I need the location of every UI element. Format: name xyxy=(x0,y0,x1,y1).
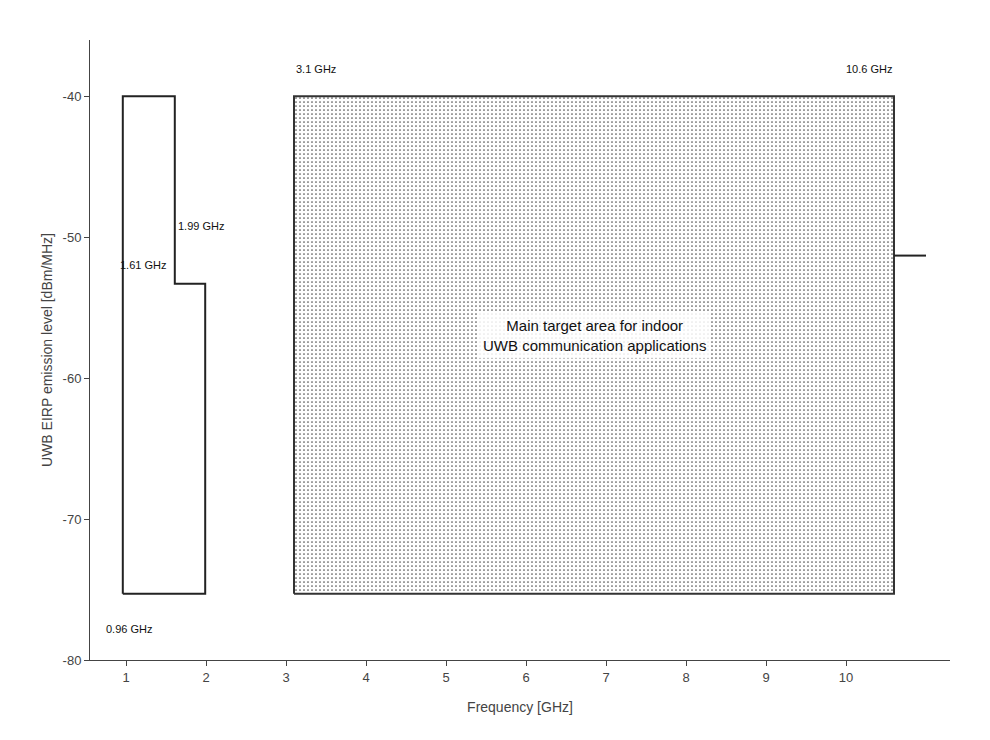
svg-text:UWB EIRP emission level [dBm/M: UWB EIRP emission level [dBm/MHz] xyxy=(39,233,55,467)
svg-text:1: 1 xyxy=(122,670,129,685)
svg-text:1.61 GHz: 1.61 GHz xyxy=(120,259,166,271)
svg-text:5: 5 xyxy=(442,670,449,685)
svg-text:10: 10 xyxy=(839,670,853,685)
svg-text:4: 4 xyxy=(362,670,369,685)
svg-text:6: 6 xyxy=(522,670,529,685)
svg-text:1.99 GHz: 1.99 GHz xyxy=(178,220,224,232)
svg-text:-50: -50 xyxy=(63,230,82,245)
svg-text:9: 9 xyxy=(762,670,769,685)
svg-text:0.96 GHz: 0.96 GHz xyxy=(106,623,152,635)
svg-text:-80: -80 xyxy=(63,653,82,668)
svg-text:8: 8 xyxy=(682,670,689,685)
svg-text:-60: -60 xyxy=(63,371,82,386)
svg-text:7: 7 xyxy=(602,670,609,685)
svg-text:-40: -40 xyxy=(63,89,82,104)
svg-text:3.1 GHz: 3.1 GHz xyxy=(296,63,336,75)
svg-text:-70: -70 xyxy=(63,512,82,527)
svg-text:Main target area for indoorUWB: Main target area for indoorUWB communica… xyxy=(483,317,706,354)
svg-text:Frequency [GHz]: Frequency [GHz] xyxy=(467,699,573,715)
svg-text:10.6 GHz: 10.6 GHz xyxy=(846,63,892,75)
svg-text:3: 3 xyxy=(282,670,289,685)
svg-text:2: 2 xyxy=(202,670,209,685)
